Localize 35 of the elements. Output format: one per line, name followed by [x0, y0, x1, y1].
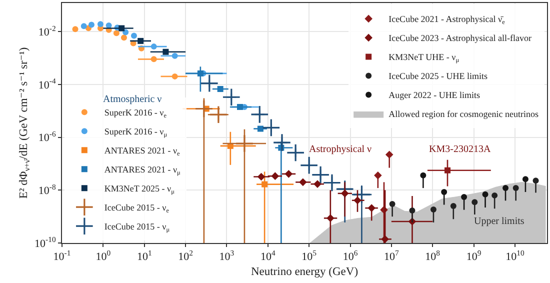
y-tick-label: 10$^{-10}$ — [34, 235, 56, 250]
annotation: KM3-230213A — [429, 144, 492, 155]
legend-label: IceCube 2015 - ν$_{e}$ — [104, 202, 170, 214]
y-tick-label: 10$^{-8}$ — [38, 182, 56, 197]
x-tick-label: 10$^{6}$ — [342, 248, 358, 264]
legend-label: IceCube 2023 - Astrophysical all-flavor — [388, 33, 532, 44]
legend-label: SuperK 2016 - ν$_{e}$ — [104, 108, 167, 120]
annotation: Atmospheric ν — [103, 94, 162, 105]
legend-label: KM3NeT 2025 - ν$_{μ}$ — [104, 184, 176, 196]
annotation: Upper limits — [474, 216, 524, 227]
legend-label: SuperK 2016 - ν$_{μ}$ — [104, 126, 168, 138]
x-tick-label: 10$^{9}$ — [466, 248, 482, 264]
x-tick-label: 10$^{2}$ — [178, 248, 194, 264]
x-tick-label: 10$^{7}$ — [384, 248, 399, 264]
x-tick-label: 10$^{1}$ — [136, 248, 152, 264]
y-tick-label: 10$^{-6}$ — [38, 129, 56, 144]
legend-label: IceCube 2025 - UHE limits — [388, 71, 488, 82]
x-tick-label: 10$^{0}$ — [96, 248, 111, 264]
x-axis-title: Neutrino energy (GeV) — [250, 266, 358, 278]
legend-label: KM3NeT UHE - ν$_{μ}$ — [388, 52, 460, 64]
legend-label: Allowed region for cosmogenic neutrinos — [388, 109, 540, 120]
legend-label: ANTARES 2021 - ν$_{μ}$ — [104, 164, 182, 176]
x-tick-label: 10$^{3}$ — [219, 248, 234, 264]
x-tick-label: 10$^{4}$ — [260, 248, 276, 264]
legend-label: Auger 2022 - UHE limits — [388, 90, 481, 100]
x-tick-label: 10$^{8}$ — [425, 248, 440, 264]
legend-label: IceCube 2015 - ν$_{μ}$ — [104, 222, 170, 234]
x-tick-label: 10$^{5}$ — [302, 248, 317, 264]
y-tick-label: 10$^{-4}$ — [38, 76, 56, 92]
annotation: Astrophysical ν — [309, 144, 372, 155]
y-tick-label: 10$^{-2}$ — [38, 24, 56, 38]
x-tick-label: 10$^{10}$ — [506, 248, 524, 264]
legend-label: ANTARES 2021 - ν$_{e}$ — [104, 146, 180, 158]
x-tick-label: 10$^{-1}$ — [53, 248, 71, 264]
legend-label: IceCube 2021 - Astrophysical ν̄$_{e}$ — [388, 14, 506, 26]
